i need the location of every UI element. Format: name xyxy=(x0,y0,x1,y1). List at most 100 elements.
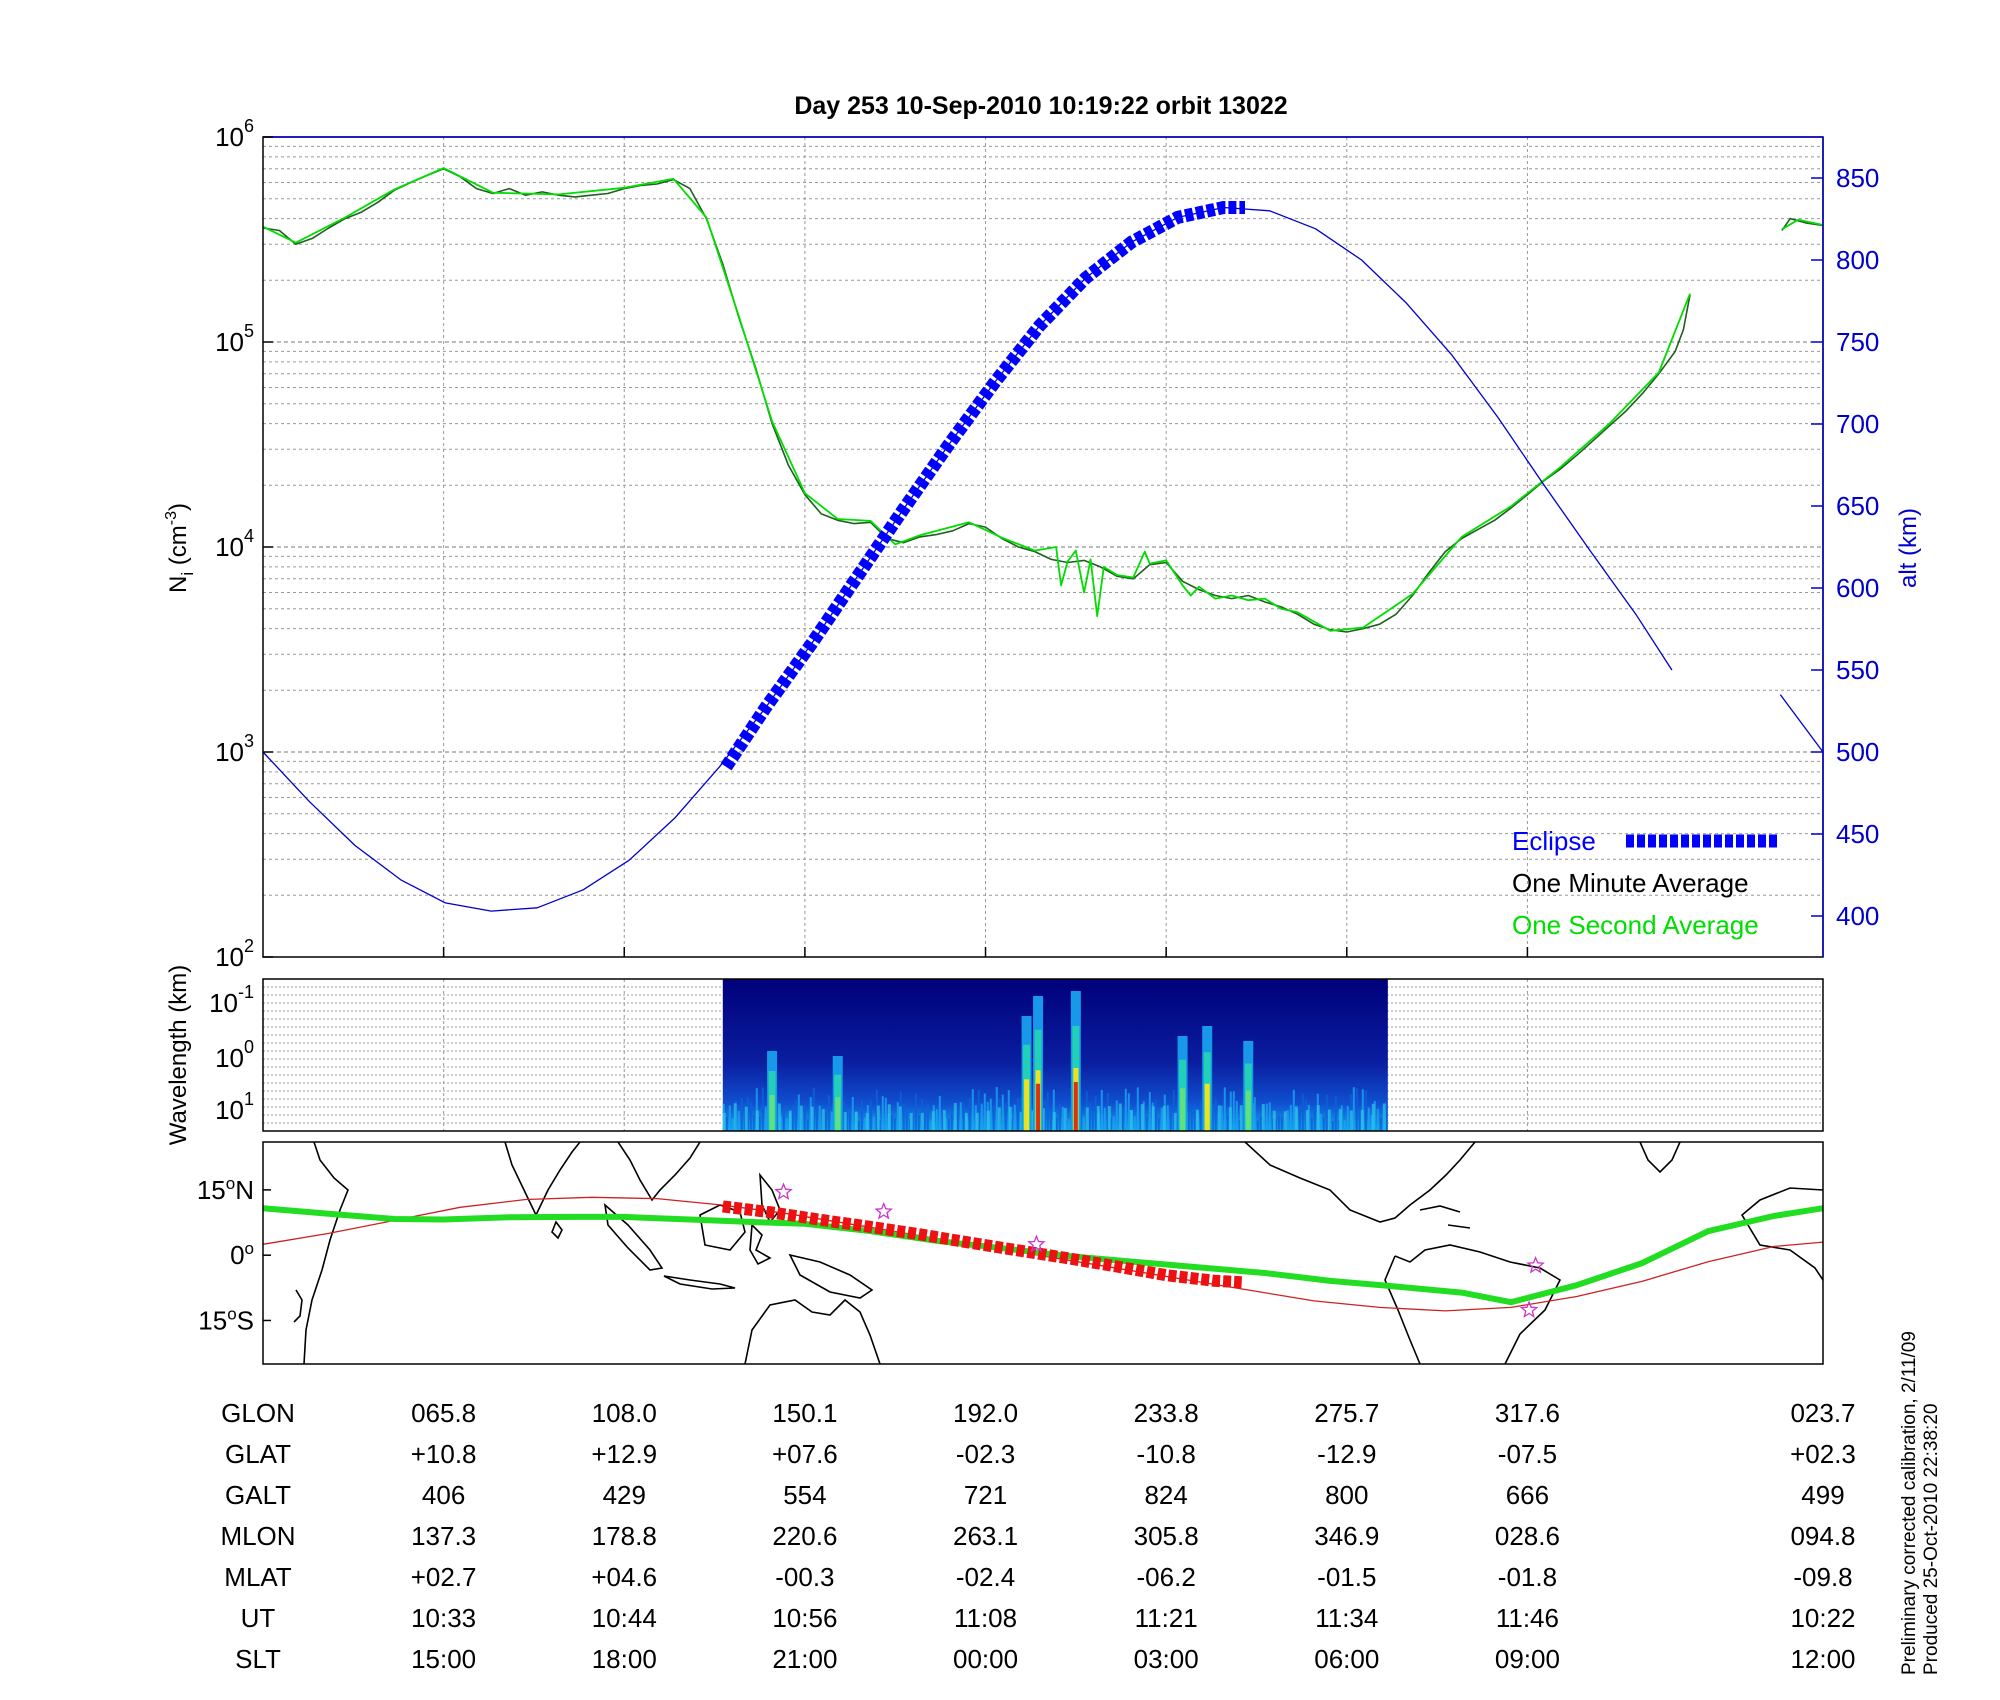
spectrogram-peak xyxy=(1073,1082,1078,1131)
coastline-south-america xyxy=(1394,1244,1562,1365)
spectrogram-column xyxy=(950,1114,953,1131)
spectrogram-column xyxy=(1193,1104,1196,1131)
table-cell: +10.8 xyxy=(411,1439,477,1469)
table-cell: 12:00 xyxy=(1790,1644,1855,1674)
coastline-indochina xyxy=(617,1141,701,1202)
table-row-label: SLT xyxy=(235,1644,281,1674)
coastline-south-america-west xyxy=(1384,1255,1421,1365)
table-cell: 11:21 xyxy=(1135,1603,1198,1633)
table-cell: 305.8 xyxy=(1134,1521,1199,1551)
spectrogram-column xyxy=(872,1116,875,1131)
spectrogram-column xyxy=(1338,1109,1342,1131)
spectrogram-column xyxy=(995,1086,998,1131)
spectrogram-column xyxy=(794,1099,797,1131)
spectrogram-peak xyxy=(1024,1079,1030,1131)
altitude-y-tick-label: 500 xyxy=(1836,737,1879,767)
coastline-africa-east xyxy=(303,1141,349,1365)
spectrogram-frame xyxy=(262,978,1824,1132)
table-cell: 220.6 xyxy=(772,1521,837,1551)
spectrogram-column xyxy=(1107,1106,1111,1131)
spectrogram-peak xyxy=(1204,1083,1210,1131)
spectrogram-column xyxy=(980,1103,983,1131)
spectrogram-column xyxy=(983,1093,986,1131)
coastlines xyxy=(293,1141,1824,1365)
spectrogram-column xyxy=(909,1112,913,1131)
table-cell: 554 xyxy=(783,1480,826,1510)
table-cell: 499 xyxy=(1801,1480,1844,1510)
spectrogram-column xyxy=(920,1112,924,1131)
spectrogram-y-tick-label: 10-1 xyxy=(209,982,254,1018)
spectrogram-column xyxy=(1055,1118,1058,1131)
spectrogram-column xyxy=(1195,1109,1199,1131)
table-cell: 023.7 xyxy=(1790,1398,1855,1428)
spectrogram-column xyxy=(1094,1095,1097,1131)
table-cell: 346.9 xyxy=(1314,1521,1379,1551)
altitude-y-ticks: 400 450 500 550 600 650 700 750 800 850 xyxy=(1811,163,1879,931)
spectrogram-column xyxy=(1358,1110,1361,1131)
spectrogram-column xyxy=(1352,1087,1355,1131)
table-cell: 263.1 xyxy=(953,1521,1018,1551)
map-y-tick-label: 0o xyxy=(230,1239,254,1270)
map-frame xyxy=(262,1141,1824,1365)
spectrogram-column xyxy=(1226,1115,1229,1131)
spectrogram-column xyxy=(953,1103,957,1131)
spectrogram-column xyxy=(1228,1107,1232,1131)
table-cell: 406 xyxy=(422,1480,465,1510)
spectrogram-column xyxy=(752,1114,755,1131)
series-one-minute-average xyxy=(262,168,1691,633)
table-cell: -01.8 xyxy=(1498,1562,1557,1592)
spectrogram-column xyxy=(1049,1108,1052,1131)
spectrogram-column xyxy=(1280,1117,1283,1131)
density-series xyxy=(262,167,1824,912)
table-row-label: UT xyxy=(241,1603,276,1633)
table-cell: -09.8 xyxy=(1793,1562,1852,1592)
spectrogram-column xyxy=(1235,1101,1238,1131)
spectrogram-column xyxy=(1157,1117,1160,1131)
spectrogram-column xyxy=(1103,1107,1106,1131)
spectrogram-column xyxy=(821,1109,825,1131)
spectrogram-column xyxy=(1121,1109,1124,1131)
spectrogram-column xyxy=(935,1109,938,1131)
spectrogram-column xyxy=(1385,1102,1388,1131)
density-y-tick-label: 106 xyxy=(215,116,254,152)
spectrogram-column xyxy=(1298,1104,1301,1131)
table-cell: +04.6 xyxy=(591,1562,657,1592)
spectrogram-column xyxy=(1019,1111,1023,1131)
spectrogram-column xyxy=(1041,1108,1045,1131)
spectrogram-column xyxy=(799,1105,803,1131)
coastline-java xyxy=(663,1275,736,1290)
table-cell: -06.2 xyxy=(1137,1562,1196,1592)
map-panel: 15oN 0o 15oS xyxy=(197,1141,1824,1365)
altitude-y-tick-label: 850 xyxy=(1836,163,1879,193)
spectrogram-column xyxy=(854,1111,858,1131)
spectrogram-column xyxy=(1371,1103,1375,1131)
spectrogram-column xyxy=(896,1102,899,1131)
spectrogram-column xyxy=(947,1118,950,1131)
spectrogram-column xyxy=(1239,1105,1243,1131)
coastline-sri-lanka xyxy=(551,1220,563,1240)
spectrogram-y-ticks: 10-1 100 101 xyxy=(209,982,254,1125)
table-cell: 11:08 xyxy=(954,1603,1017,1633)
coastline-philippines xyxy=(759,1172,781,1224)
table-cell: 10:22 xyxy=(1790,1603,1855,1633)
spectrogram-column xyxy=(1334,1095,1337,1131)
spectrogram-y-tick-label: 100 xyxy=(215,1037,254,1073)
spectrogram-column xyxy=(1154,1099,1157,1131)
spectrogram-column xyxy=(1052,1089,1055,1131)
spectrogram-column xyxy=(876,1105,880,1131)
table-row-label: GALT xyxy=(225,1480,291,1510)
spectrogram-column xyxy=(1151,1106,1155,1131)
table-cell: -02.4 xyxy=(956,1562,1015,1592)
spectrogram-column xyxy=(1172,1089,1175,1131)
density-y-tick-label: 104 xyxy=(215,526,254,562)
spectrogram-column xyxy=(1310,1117,1313,1131)
altitude-y-tick-label: 400 xyxy=(1836,901,1879,931)
spectrogram-column xyxy=(1349,1110,1353,1131)
density-y-tick-label: 103 xyxy=(215,731,254,767)
table-cell: 721 xyxy=(964,1480,1007,1510)
table-cell: +02.7 xyxy=(411,1562,477,1592)
spectrogram-column xyxy=(1256,1120,1259,1131)
spectrogram-column xyxy=(1322,1117,1325,1131)
spectrogram-peak xyxy=(1180,1088,1186,1131)
spectrogram-column xyxy=(731,1118,734,1131)
